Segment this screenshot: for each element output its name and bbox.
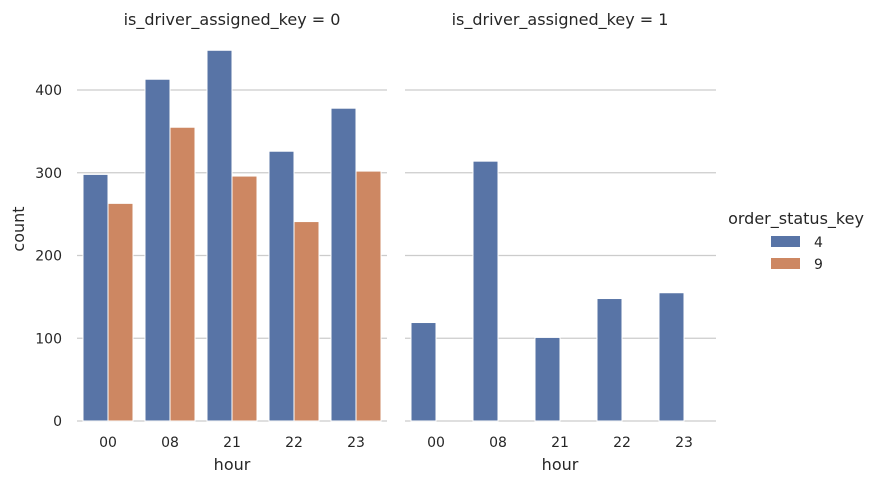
bar-22-series-9: [293, 221, 320, 422]
panel-title: is_driver_assigned_key = 1: [452, 10, 669, 30]
bar-22-series-4: [268, 150, 295, 422]
legend-title: order_status_key: [728, 209, 864, 229]
bar-00-series-9: [107, 202, 134, 422]
panel-1: is_driver_assigned_key = 1 00 08 21 22 23 hour: [405, 10, 716, 474]
panel-0: is_driver_assigned_key = 0 0 100 200 300 400 0…: [35, 10, 387, 474]
x-axis-label: hour: [542, 455, 579, 474]
x-tick-label: 22: [285, 435, 303, 451]
panel-title: is_driver_assigned_key = 0: [124, 10, 341, 30]
y-tick-label: 100: [35, 331, 62, 347]
x-tick-label: 21: [223, 435, 241, 451]
x-tick-label: 21: [551, 435, 569, 451]
legend-entries: 49: [771, 235, 823, 273]
bar-08-series-4: [144, 78, 171, 422]
bar-08-series-9: [169, 126, 196, 422]
y-tick-label: 400: [35, 83, 62, 99]
x-tick-label: 08: [489, 435, 507, 451]
y-axis-label: count: [9, 206, 28, 251]
x-tick-label: 22: [613, 435, 631, 451]
x-tick-label: 23: [675, 435, 693, 451]
legend-swatch-4: [771, 236, 800, 247]
x-axis-label: hour: [214, 455, 251, 474]
y-tick-label: 0: [53, 414, 62, 430]
x-tick-label: 00: [427, 435, 445, 451]
legend-label-9: 9: [814, 257, 823, 273]
bar-21-series-4: [534, 336, 561, 422]
bar-23-series-4: [658, 292, 685, 422]
bar-21-series-9: [231, 175, 258, 422]
bar-22-series-4: [596, 298, 623, 422]
legend: order_status_key 49: [728, 209, 864, 273]
x-tick-label: 00: [99, 435, 117, 451]
x-tick-label: 08: [161, 435, 179, 451]
y-tick-label: 200: [35, 249, 62, 265]
bar-00-series-4: [410, 322, 437, 422]
facet-panels: is_driver_assigned_key = 0 0 100 200 300 400 0…: [35, 10, 716, 474]
y-tick-label: 300: [35, 166, 62, 182]
bar-23-series-4: [330, 107, 357, 422]
legend-label-4: 4: [814, 235, 823, 251]
x-tick-label: 23: [347, 435, 365, 451]
legend-swatch-9: [771, 258, 800, 269]
bar-23-series-9: [355, 170, 382, 422]
bar-00-series-4: [82, 173, 109, 422]
bar-21-series-4: [206, 49, 233, 422]
bar-08-series-4: [472, 160, 499, 422]
